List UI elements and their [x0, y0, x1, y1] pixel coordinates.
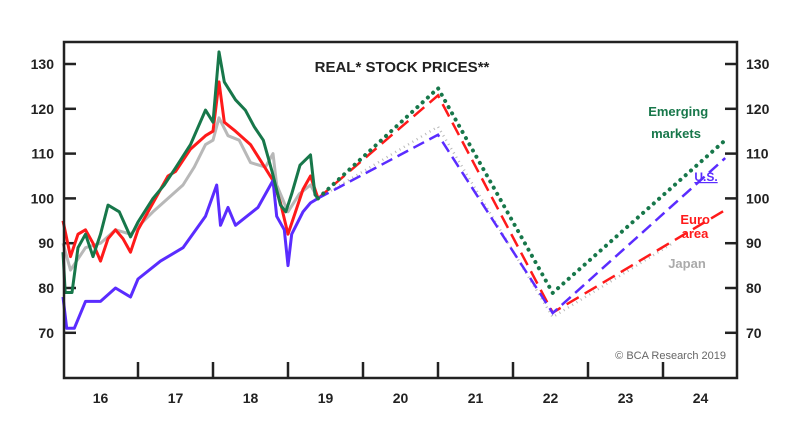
legend-euro-line1: Euro: [680, 212, 710, 227]
legend-emerging-line2: markets: [651, 126, 701, 141]
x-tick-label: 24: [693, 390, 709, 406]
x-tick-label: 17: [168, 390, 184, 406]
y-tick-label-left: 90: [38, 235, 54, 251]
legend-us: U.S.: [694, 170, 717, 184]
history-line-u-s: [61, 179, 319, 330]
y-tick-label-left: 110: [31, 146, 54, 162]
legend-japan: Japan: [668, 256, 706, 271]
projection-line-emerging-markets: [316, 85, 728, 297]
x-tick-label: 20: [393, 390, 409, 406]
x-tick-label: 21: [468, 390, 484, 406]
x-tick-label: 23: [618, 390, 634, 406]
y-tick-label-right: 120: [746, 101, 770, 117]
series-lines: [61, 50, 728, 330]
y-tick-label-left: 80: [38, 280, 54, 296]
y-tick-label-right: 130: [746, 56, 770, 72]
legend-euro-line2: area: [682, 226, 710, 241]
projection-line-euro-area: [317, 93, 726, 315]
legend-euro-area: Euro area: [680, 212, 713, 241]
x-tick-label: 18: [243, 390, 259, 406]
y-tick-label-left: 120: [31, 101, 55, 117]
y-tick-label-left: 130: [31, 56, 55, 72]
plot-frame: [62, 40, 739, 380]
history-line-emerging-markets: [61, 50, 320, 294]
x-tick-label: 22: [543, 390, 559, 406]
axis-ticks: 70 70 80 80 90 90 100 100 110 110 120 120 130 130 16 17…: [31, 56, 770, 406]
y-tick-label-right: 100: [746, 190, 770, 206]
legend-emerging-line1: Emerging: [648, 104, 708, 119]
history-line-japan: [61, 116, 320, 272]
legend-emerging-markets: Emerging markets: [648, 104, 712, 141]
y-tick-label-left: 100: [31, 190, 55, 206]
x-tick-label: 16: [93, 390, 109, 406]
y-tick-label-right: 110: [746, 146, 769, 162]
y-tick-label-right: 80: [746, 280, 762, 296]
copyright-note: © BCA Research 2019: [615, 350, 726, 362]
projection-line-u-s: [317, 133, 727, 316]
history-line-euro-area: [61, 80, 320, 263]
chart-title: REAL* STOCK PRICES**: [315, 59, 490, 76]
y-tick-label-right: 70: [746, 325, 762, 341]
x-tick-label: 19: [318, 390, 334, 406]
y-tick-label-right: 90: [746, 235, 762, 251]
y-tick-label-left: 70: [38, 325, 54, 341]
